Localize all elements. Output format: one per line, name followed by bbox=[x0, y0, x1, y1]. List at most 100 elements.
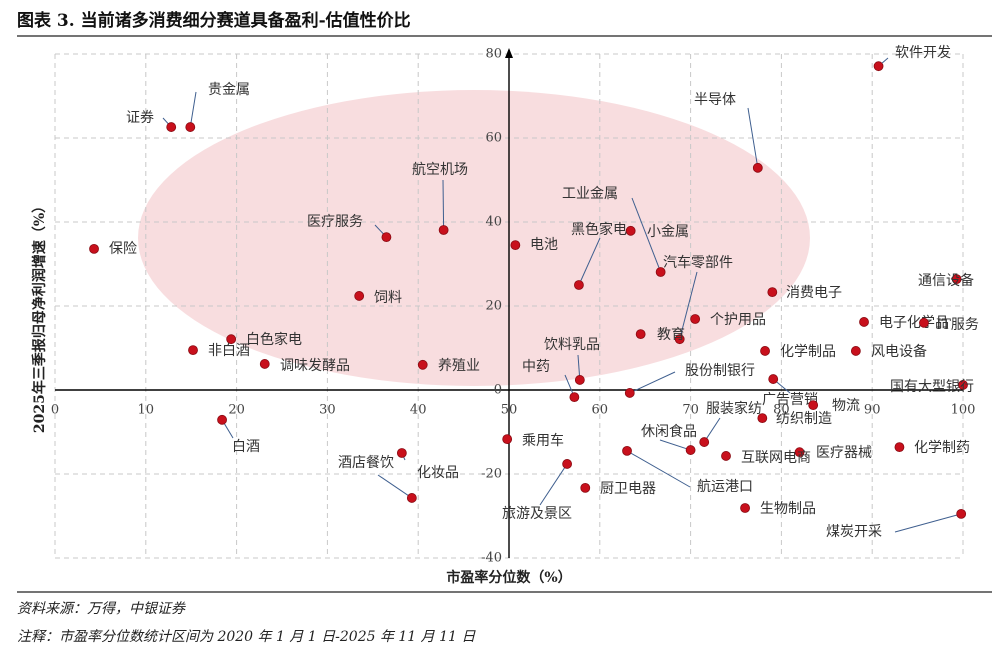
y-tick-label: 60 bbox=[485, 131, 502, 146]
point bbox=[562, 459, 573, 469]
point-label: 软件开发 bbox=[895, 45, 951, 61]
y-tick-label: -40 bbox=[481, 551, 502, 566]
point bbox=[690, 314, 701, 324]
leader-line bbox=[747, 107, 759, 168]
point-label: 贵金属 bbox=[208, 82, 250, 98]
y-tick-label: -20 bbox=[481, 467, 502, 482]
point bbox=[569, 392, 580, 403]
point-label: 休闲食品 bbox=[641, 423, 697, 440]
point-label: 中药 bbox=[522, 359, 550, 375]
leader-line bbox=[894, 513, 962, 533]
point-label: 非白酒 bbox=[208, 343, 250, 359]
point-label: 煤炭开采 bbox=[826, 524, 882, 540]
y-tick-label: 80 bbox=[485, 47, 502, 62]
point bbox=[89, 243, 99, 254]
x-tick-label: 100 bbox=[951, 403, 976, 418]
point bbox=[794, 447, 805, 458]
leader-line bbox=[377, 474, 413, 499]
point bbox=[685, 445, 696, 455]
point bbox=[580, 482, 591, 493]
leader-line bbox=[442, 179, 445, 230]
point-label: 纺织制造 bbox=[776, 411, 832, 427]
leader-line bbox=[629, 371, 676, 394]
x-axis-title: 市盈率分位数（%） bbox=[446, 569, 571, 586]
point bbox=[622, 445, 632, 456]
point-label: 调味发酵品 bbox=[280, 358, 350, 374]
point bbox=[574, 280, 584, 290]
point-label: 股份制银行 bbox=[685, 363, 755, 379]
point bbox=[873, 61, 884, 72]
point-label: 养殖业 bbox=[438, 357, 480, 374]
point bbox=[226, 334, 237, 345]
point-label: 饮料乳品 bbox=[544, 337, 600, 353]
point bbox=[951, 274, 962, 285]
point bbox=[752, 162, 763, 173]
point bbox=[217, 414, 227, 425]
point bbox=[958, 380, 968, 390]
point bbox=[674, 334, 685, 345]
point bbox=[396, 448, 407, 458]
point-label: 风电设备 bbox=[871, 343, 927, 360]
point bbox=[185, 122, 196, 132]
source-note: 资料来源：万得，中银证券 bbox=[17, 601, 186, 617]
point-label: 航空机场 bbox=[412, 162, 468, 178]
point bbox=[894, 442, 905, 453]
point-label: 电子化学品 bbox=[879, 315, 949, 331]
point bbox=[699, 437, 710, 447]
point bbox=[188, 345, 198, 356]
point bbox=[757, 413, 768, 424]
y-tick-label: 0 bbox=[494, 383, 502, 398]
x-tick-label: 50 bbox=[501, 403, 518, 418]
point bbox=[767, 287, 778, 298]
point-label: 电池 bbox=[530, 237, 558, 253]
point-label: IT服务 bbox=[936, 317, 979, 333]
point bbox=[919, 317, 929, 328]
point-label: 化学制品 bbox=[780, 344, 836, 360]
leader-line bbox=[631, 197, 662, 273]
point bbox=[406, 493, 417, 503]
point bbox=[624, 388, 635, 398]
point-label: 半导体 bbox=[694, 92, 736, 108]
point-label: 厨卫电器 bbox=[600, 481, 656, 497]
point-label: 教育 bbox=[657, 327, 685, 343]
x-tick-label: 90 bbox=[864, 403, 881, 418]
point bbox=[768, 374, 779, 384]
point-label: 物流 bbox=[832, 398, 860, 414]
point bbox=[635, 329, 646, 340]
point bbox=[760, 346, 770, 356]
point-label: 医疗服务 bbox=[307, 214, 363, 230]
y-tick-label: 20 bbox=[485, 299, 502, 314]
leader-line bbox=[626, 450, 691, 488]
point bbox=[850, 346, 861, 356]
point-label: 生物制品 bbox=[760, 501, 816, 517]
x-tick-label: 70 bbox=[682, 403, 699, 418]
x-tick-label: 40 bbox=[410, 403, 427, 418]
point-label: 白酒 bbox=[232, 439, 260, 455]
x-tick-label: 30 bbox=[319, 403, 336, 418]
point-label: 航运港口 bbox=[697, 479, 753, 495]
point bbox=[625, 225, 636, 236]
point-label: 医疗器械 bbox=[816, 445, 872, 461]
point bbox=[166, 122, 177, 132]
point bbox=[574, 375, 585, 385]
y-tick-label: 40 bbox=[485, 215, 502, 230]
point-label: 汽车零部件 bbox=[663, 254, 733, 271]
point-label: 酒店餐饮 bbox=[338, 455, 394, 471]
point-label: 个护用品 bbox=[710, 312, 766, 328]
point-label: 服装家纺 bbox=[706, 400, 762, 417]
point-label: 工业金属 bbox=[562, 186, 618, 202]
point bbox=[808, 400, 819, 411]
x-tick-label: 10 bbox=[138, 403, 155, 418]
leader-line bbox=[189, 91, 197, 128]
point-label: 小金属 bbox=[647, 224, 689, 240]
point-label: 饲料 bbox=[374, 290, 402, 306]
highlight-ellipse bbox=[138, 90, 810, 386]
point bbox=[655, 267, 666, 277]
y-axis-title: 2025年三季报归母净利润增速（%） bbox=[31, 199, 48, 433]
point-label: 证券 bbox=[126, 110, 154, 126]
point bbox=[502, 434, 513, 445]
point bbox=[417, 359, 428, 370]
point-label: 旅游及景区 bbox=[502, 506, 572, 522]
x-tick-label: 20 bbox=[228, 403, 245, 418]
point bbox=[354, 291, 365, 301]
